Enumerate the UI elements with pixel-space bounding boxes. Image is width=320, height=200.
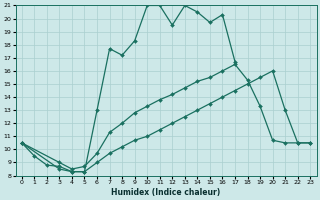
X-axis label: Humidex (Indice chaleur): Humidex (Indice chaleur) — [111, 188, 221, 197]
